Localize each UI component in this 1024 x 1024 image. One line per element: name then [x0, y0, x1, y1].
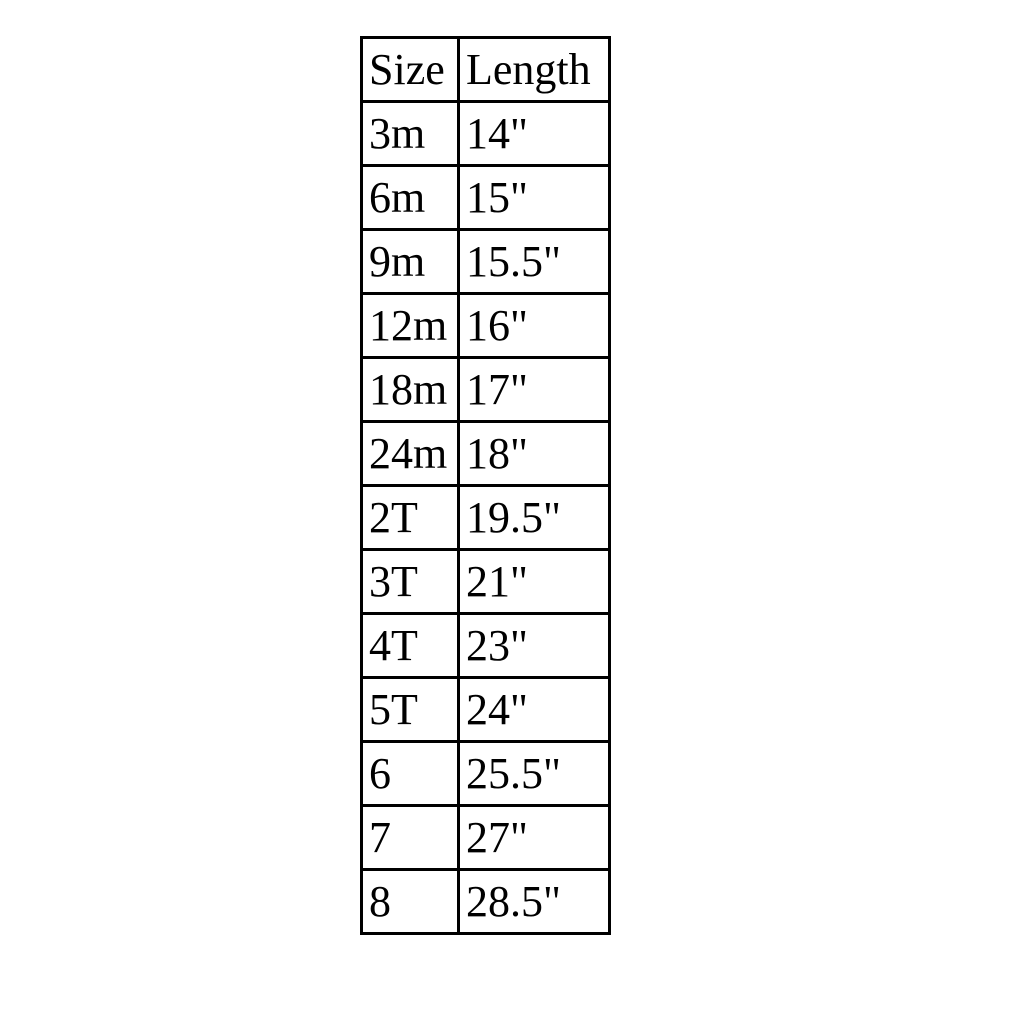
table-cell: 17"	[457, 356, 611, 423]
table-cell: 21"	[457, 548, 611, 615]
table-row: 4T 23"	[360, 612, 611, 679]
header-row: Size Length	[360, 36, 611, 103]
table-cell: 15"	[457, 164, 611, 231]
table-cell: 7	[360, 804, 460, 871]
table-cell: 3m	[360, 100, 460, 167]
header-cell: Size	[360, 36, 460, 103]
table-row: 18m 17"	[360, 356, 611, 423]
table-cell: 5T	[360, 676, 460, 743]
size-table: Size Length 3m 14" 6m 15" 9m 15.5" 12m 16" 18m 17" 2…	[360, 36, 611, 935]
table-cell: 3T	[360, 548, 460, 615]
table-row: 24m 18"	[360, 420, 611, 487]
table-cell: 15.5"	[457, 228, 611, 295]
table-row: 2T 19.5"	[360, 484, 611, 551]
table-cell: 14"	[457, 100, 611, 167]
table-cell: 18m	[360, 356, 460, 423]
table-row: 9m 15.5"	[360, 228, 611, 295]
table-cell: 18"	[457, 420, 611, 487]
table-cell: 24m	[360, 420, 460, 487]
table-cell: 12m	[360, 292, 460, 359]
table-cell: 6m	[360, 164, 460, 231]
table-cell: 8	[360, 868, 460, 935]
table-cell: 2T	[360, 484, 460, 551]
table-cell: 27"	[457, 804, 611, 871]
table-row: 7 27"	[360, 804, 611, 871]
table-cell: 16"	[457, 292, 611, 359]
table-cell: 28.5"	[457, 868, 611, 935]
table-body: Size Length 3m 14" 6m 15" 9m 15.5" 12m 16" 18m 17" 2…	[360, 36, 611, 935]
table-row: 6 25.5"	[360, 740, 611, 807]
table-cell: 19.5"	[457, 484, 611, 551]
table-row: 3T 21"	[360, 548, 611, 615]
table-row: 5T 24"	[360, 676, 611, 743]
table-cell: 24"	[457, 676, 611, 743]
table-cell: 4T	[360, 612, 460, 679]
table-cell: 25.5"	[457, 740, 611, 807]
header-cell: Length	[457, 36, 611, 103]
table-cell: 23"	[457, 612, 611, 679]
table-row: 8 28.5"	[360, 868, 611, 935]
table-cell: 6	[360, 740, 460, 807]
table-row: 12m 16"	[360, 292, 611, 359]
table-cell: 9m	[360, 228, 460, 295]
table-row: 6m 15"	[360, 164, 611, 231]
table-row: 3m 14"	[360, 100, 611, 167]
